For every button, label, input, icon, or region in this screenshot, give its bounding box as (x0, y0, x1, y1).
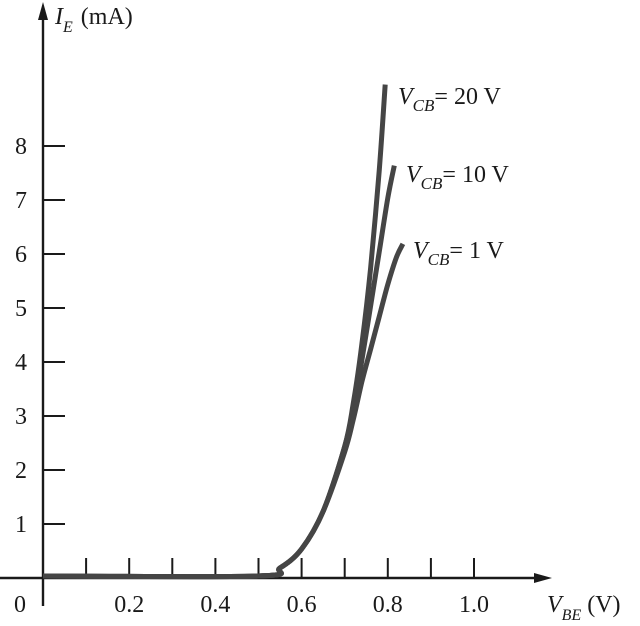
x-tick-label: 0.6 (287, 592, 317, 618)
series-label-symbol: V (406, 162, 423, 188)
x-axis-label-symbol: V (547, 592, 564, 618)
x-axis-ticks: 0 0.2 0.4 0.6 0.8 1.0 (14, 558, 489, 618)
y-tick-label: 5 (15, 296, 27, 322)
curve-v-cb-1-v (42, 242, 406, 580)
x-tick-label: 1.0 (459, 592, 489, 618)
y-axis-label-symbol: I (54, 4, 64, 30)
y-tick-label: 8 (15, 134, 27, 160)
y-tick-label: 1 (15, 512, 27, 538)
y-axis-label-subscript: E (62, 19, 73, 36)
series-label-subscript: CB (413, 96, 435, 115)
x-axis-label: VBE (V) (547, 592, 621, 624)
x-tick-label: 0 (14, 592, 26, 618)
curve-v-cb-10-v (42, 165, 397, 580)
x-tick-label: 0.4 (200, 592, 230, 618)
curves (42, 84, 406, 580)
y-axis-ticks: 1 2 3 4 5 6 7 8 (15, 134, 65, 538)
x-axis-arrow-icon (534, 573, 552, 583)
series-label-symbol: V (413, 238, 430, 264)
curve-v-cb-20-v (42, 84, 388, 580)
y-tick-label: 7 (15, 188, 27, 214)
series-label-value: = 20 V (434, 84, 501, 110)
x-tick-label: 0.2 (114, 592, 144, 618)
y-tick-label: 3 (15, 404, 27, 430)
x-tick-label: 0.8 (373, 592, 403, 618)
y-axis-label: IE (mA) (54, 4, 133, 36)
series-label-subscript: CB (428, 250, 450, 269)
series-label-subscript: CB (421, 174, 443, 193)
series-label-vcb-1v: VCB= 1 V (413, 238, 505, 269)
y-axis-label-unit: (mA) (81, 4, 133, 30)
series-label-symbol: V (398, 84, 415, 110)
series-label-value: = 10 V (442, 162, 509, 188)
series-label-vcb-10v: VCB= 10 V (406, 162, 510, 193)
y-axis-arrow-icon (38, 2, 48, 20)
y-tick-label: 2 (15, 458, 27, 484)
y-tick-label: 6 (15, 242, 27, 268)
y-tick-label: 4 (15, 350, 27, 376)
x-axis-label-subscript: BE (562, 607, 582, 624)
series-label-value: = 1 V (449, 238, 504, 264)
x-axis-label-unit: (V) (587, 592, 620, 618)
series-label-vcb-20v: VCB= 20 V (398, 84, 502, 115)
